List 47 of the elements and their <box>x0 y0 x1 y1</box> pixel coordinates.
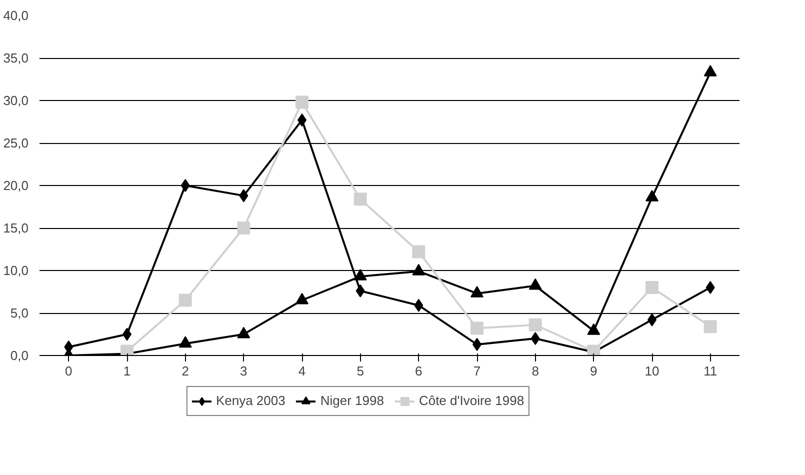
point <box>587 323 600 335</box>
point <box>414 298 424 312</box>
y-tick-label: 10,0 <box>3 263 29 278</box>
y-tick-label: 20,0 <box>3 178 29 193</box>
point <box>296 96 308 109</box>
y-tick-label: 40,0 <box>3 8 29 23</box>
y-tick-label: 5,0 <box>10 306 29 320</box>
point <box>178 294 192 307</box>
x-tick-label: 2 <box>182 364 189 378</box>
point <box>356 284 365 298</box>
point <box>646 281 658 294</box>
point <box>237 326 250 338</box>
x-tick-label: 10 <box>644 364 660 378</box>
y-tick-label: 35,0 <box>3 50 29 66</box>
point <box>530 332 540 345</box>
point <box>706 281 715 294</box>
y-tick-label: 15,0 <box>3 220 29 236</box>
point <box>354 192 367 206</box>
y-tick-label: 25,0 <box>3 136 29 150</box>
point <box>237 222 250 234</box>
x-tick-label: 1 <box>123 364 131 378</box>
x-tick-label: 7 <box>473 364 481 378</box>
y-tick-label: 0,0 <box>10 348 29 363</box>
point <box>470 286 484 298</box>
legend-label: Niger 1998 <box>320 393 384 408</box>
point <box>412 264 426 276</box>
point <box>180 179 190 192</box>
x-tick-label: 6 <box>415 364 422 378</box>
point <box>354 269 367 280</box>
point <box>178 336 192 348</box>
x-tick-label: 8 <box>532 364 539 378</box>
x-tick-label: 11 <box>704 364 718 378</box>
x-tick-label: 0 <box>65 364 72 378</box>
x-tick-label: 5 <box>356 364 364 378</box>
point <box>704 320 717 334</box>
legend-label: Kenya 2003 <box>216 393 286 408</box>
legend-label: Côte d'Ivoire 1998 <box>418 393 524 408</box>
y-tick-label: 30,0 <box>3 93 29 108</box>
point <box>412 245 426 258</box>
point <box>470 322 484 335</box>
x-tick-label: 9 <box>590 364 598 378</box>
x-tick-label: 4 <box>298 364 306 378</box>
point <box>528 318 542 332</box>
point <box>239 189 248 202</box>
x-tick-label: 3 <box>240 364 248 378</box>
point <box>296 292 308 304</box>
point <box>528 278 542 290</box>
